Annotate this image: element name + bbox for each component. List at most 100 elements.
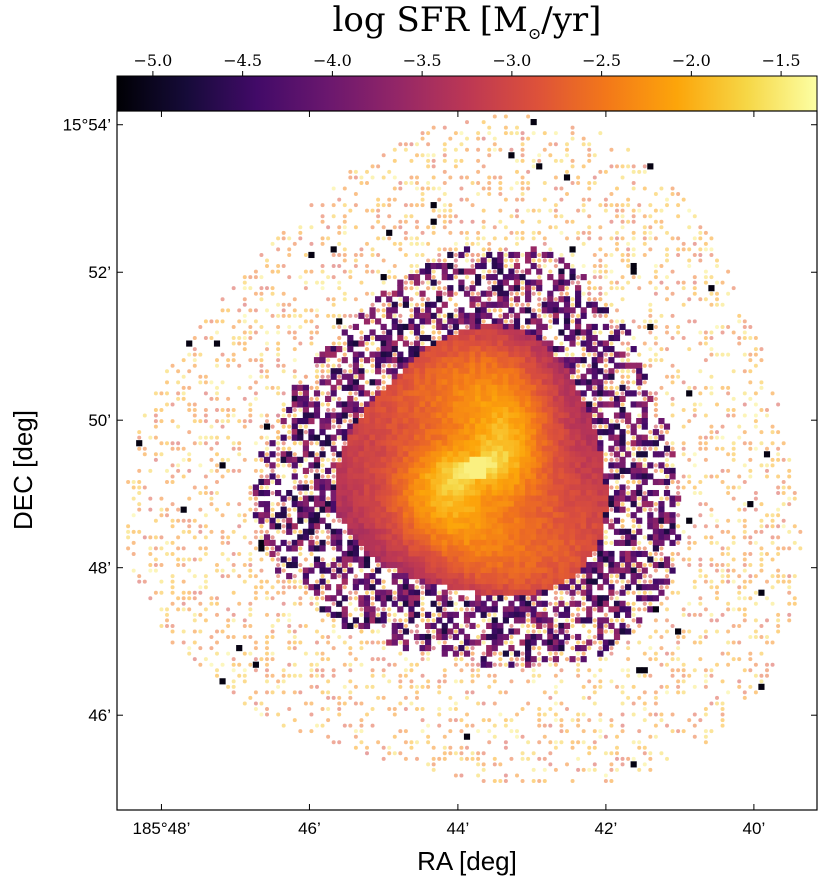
sfr-pixel [625, 550, 632, 558]
sfr-pixel [452, 478, 459, 486]
sfr-point [342, 441, 347, 446]
sfr-point [492, 136, 497, 141]
sfr-point [759, 563, 764, 568]
sfr-pixel [386, 229, 393, 236]
sfr-point [670, 479, 675, 485]
sfr-pixel [513, 556, 521, 563]
sfr-pixel [380, 495, 387, 502]
sfr-pixel [319, 545, 326, 552]
sfr-point [748, 457, 753, 462]
sfr-point [320, 214, 325, 219]
sfr-point [315, 324, 319, 329]
sfr-pixel [469, 434, 476, 441]
sfr-pixel [608, 523, 615, 530]
sfr-point [592, 413, 597, 418]
sfr-point [215, 507, 219, 512]
sfr-pixel [502, 368, 509, 375]
sfr-point [681, 336, 686, 341]
sfr-pixel [369, 523, 376, 530]
sfr-point [192, 336, 197, 341]
sfr-point [698, 491, 703, 496]
sfr-pixel [341, 373, 348, 380]
sfr-pixel [497, 467, 504, 474]
sfr-pixel [563, 379, 571, 386]
sfr-pixel [352, 434, 359, 441]
sfr-pixel [591, 489, 598, 497]
sfr-pixel [463, 539, 471, 546]
sfr-pixel [425, 528, 432, 535]
sfr-point [326, 363, 331, 368]
sfr-point [159, 452, 164, 457]
sfr-point [437, 330, 442, 335]
sfr-point [276, 579, 281, 584]
sfr-pixel [591, 307, 598, 314]
sfr-pixel [358, 495, 365, 502]
sfr-point [426, 225, 431, 230]
sfr-pixel [563, 334, 571, 342]
sfr-pixel [630, 423, 637, 430]
sfr-point [348, 208, 353, 213]
sfr-pixel [380, 401, 387, 408]
sfr-pixel [447, 506, 454, 513]
sfr-point [787, 546, 792, 551]
sfr-point [487, 247, 492, 252]
sfr-pixel [575, 318, 582, 325]
sfr-pixel [586, 418, 593, 425]
sfr-pixel [541, 501, 548, 508]
sfr-pixel [491, 506, 498, 513]
sfr-point [537, 230, 542, 235]
sfr-pixel [469, 401, 476, 408]
sfr-pixel [525, 412, 532, 419]
sfr-point [237, 513, 242, 518]
sfr-point [220, 380, 225, 385]
sfr-pixel [480, 512, 487, 519]
sfr-pixel [297, 484, 304, 491]
sfr-point [181, 579, 186, 584]
sfr-point [265, 579, 269, 584]
sfr-point [559, 214, 564, 219]
sfr-pixel [452, 406, 459, 414]
sfr-point [365, 269, 369, 274]
sfr-pixel [591, 578, 598, 585]
sfr-point [426, 280, 431, 285]
sfr-pixel [475, 473, 482, 480]
sfr-point [181, 385, 186, 390]
sfr-pixel [380, 290, 387, 297]
sfr-point [420, 153, 425, 158]
sfr-pixel [430, 429, 437, 436]
sfr-point [776, 474, 781, 479]
sfr-point [387, 374, 392, 379]
sfr-point [376, 203, 381, 208]
sfr-pixel [380, 462, 387, 469]
sfr-pixel [441, 440, 448, 447]
sfr-point [326, 297, 331, 302]
sfr-pixel [458, 418, 465, 425]
sfr-pixel [658, 578, 665, 585]
sfr-point [642, 546, 647, 551]
sfr-point [276, 247, 281, 252]
sfr-point [381, 374, 386, 379]
sfr-pixel [430, 434, 437, 441]
sfr-point [715, 518, 719, 523]
sfr-pixel [447, 578, 454, 585]
sfr-point [353, 175, 358, 180]
sfr-point [370, 208, 375, 213]
sfr-pixel [408, 346, 415, 353]
sfr-point [598, 291, 603, 296]
sfr-pixel [358, 440, 365, 447]
sfr-point [681, 557, 686, 562]
sfr-point [315, 308, 319, 313]
sfr-pixel [558, 346, 565, 353]
sfr-point [659, 280, 664, 285]
sfr-point [203, 474, 208, 479]
sfr-pixel [641, 401, 648, 408]
sfr-point [581, 142, 586, 147]
sfr-point [253, 590, 258, 595]
sfr-point [720, 324, 725, 329]
sfr-pixel [513, 329, 521, 336]
sfr-point [331, 302, 336, 307]
sfr-pixel [675, 495, 682, 502]
sfr-point [581, 291, 586, 296]
sfr-point [403, 203, 408, 208]
sfr-pixel [575, 512, 582, 519]
